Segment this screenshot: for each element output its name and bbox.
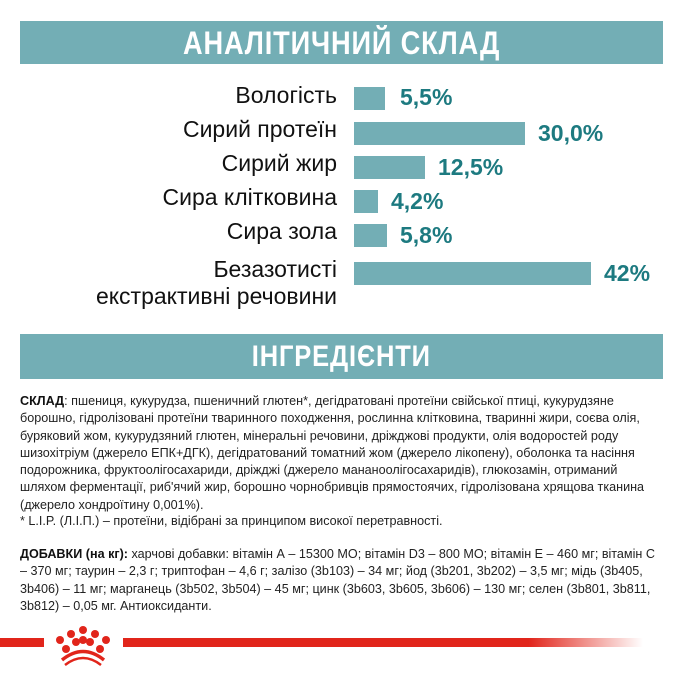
lip-footnote: * L.I.P. (Л.І.П.) – протеїни, відібрані … [20,514,443,528]
red-divider-left [0,638,44,647]
row-label: Сира клітковина [162,184,338,210]
row-value: 5,5% [400,84,453,110]
row-bar [354,87,385,110]
additives-body: харчові добавки: вітамін А – 15300 МО; в… [20,547,655,613]
row-label: Сира зола [226,218,337,244]
analytic-bar-chart: Вологість 5,5% Сирий протеїн 30,0% Сирий… [0,82,682,312]
composition-text: СКЛАД: пшениця, кукурудза, пшеничний глю… [20,393,665,514]
row-label: Вологість [235,82,337,108]
footer-brand-strip [0,625,682,670]
row-label: Сирий жир [221,150,337,176]
row-bar [354,224,387,247]
additives-label: ДОБАВКИ (на кг): [20,547,129,561]
row-bar [354,190,378,213]
royal-canin-crown-icon [56,626,110,667]
row-label: Безазотисті екстрактивні речовини [96,256,337,310]
row-value: 30,0% [538,120,604,146]
row-value: 4,2% [391,188,444,214]
row-label-line1: Безазотисті [213,256,337,282]
row-bar [354,122,525,145]
row-bar [354,156,425,179]
analytic-composition-banner: АНАЛІТИЧНИЙ СКЛАД [20,21,663,64]
ingredients-title: ІНГРЕДІЄНТИ [251,340,432,373]
composition-body: : пшениця, кукурудза, пшеничний глютен*,… [20,394,645,512]
red-divider-right [123,638,643,647]
row-value: 42% [604,260,651,286]
composition-label: СКЛАД [20,394,65,408]
row-value: 5,8% [400,222,453,248]
row-value: 12,5% [438,154,504,180]
ingredients-banner: ІНГРЕДІЄНТИ [20,334,663,379]
row-label-line2: екстрактивні речовини [95,283,337,309]
row-label: Сирий протеїн [182,116,337,142]
row-bar [354,262,591,285]
analytic-composition-title: АНАЛІТИЧНИЙ СКЛАД [182,25,501,61]
additives-text: ДОБАВКИ (на кг): харчові добавки: вітамі… [20,546,665,615]
